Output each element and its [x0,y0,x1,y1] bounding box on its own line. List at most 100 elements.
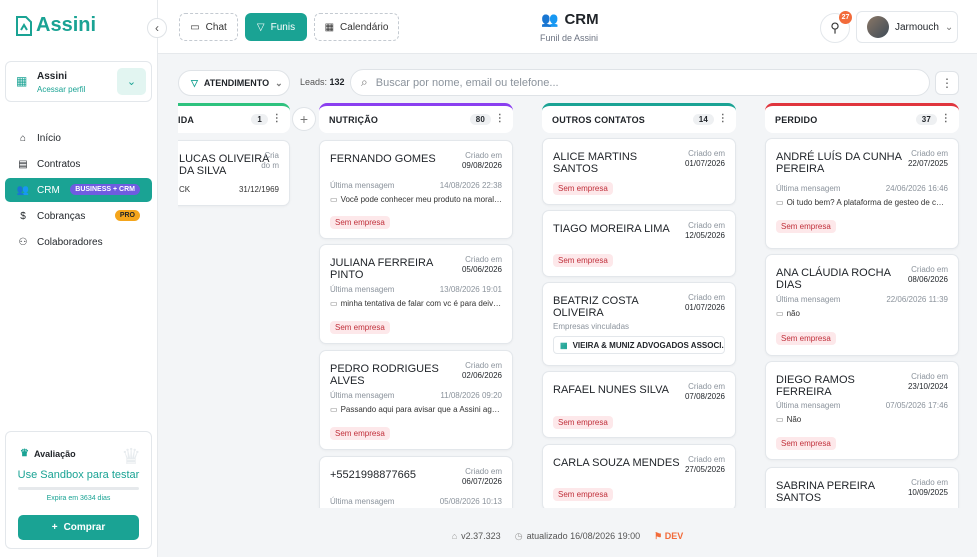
last-message-label: Última mensagem [330,181,395,190]
column-header[interactable]: OUTROS CONTATOS 14 ⋮ [542,103,736,133]
lead-card[interactable]: LUCAS OLIVEIRA DA SILVA Cria do m CK 31/… [178,140,290,206]
updated-info: ◷ atualizado 16/08/2026 19:00 [515,531,640,542]
lead-name: ANDRÉ LUÍS DA CUNHA PEREIRA [776,151,902,175]
lead-card[interactable]: JULIANA FERREIRA PINTO Criado em 05/06/20… [319,244,513,344]
tag-icon: ⌂ [451,531,458,541]
chat-icon: ▭ [776,309,784,318]
created-date: Criado em 05/06/2026 [462,255,502,275]
app-logo[interactable]: Assini [14,14,96,37]
filter-icon: ▽ [191,77,198,88]
profile-link[interactable]: Acessar perfil [37,85,86,94]
user-menu[interactable]: Jarmouch ⌄ [856,11,958,43]
company-tag: Sem empresa [553,488,613,501]
notifications-button[interactable]: ⚲ [820,13,850,43]
rocket-icon: ⚑ [654,531,665,541]
updated-text: atualizado 16/08/2026 19:00 [526,531,641,541]
message-text: não [786,309,800,318]
last-message-time: 24/06/2026 16:46 [885,184,948,193]
buy-button[interactable]: + Comprar [18,515,139,540]
building-icon: ▦ [16,74,28,88]
lead-name: FERNANDO GOMES [330,153,436,165]
column-header[interactable]: IDA 1 ⋮ [178,103,290,133]
created-value: 22/07/2025 [907,159,948,168]
last-message-time: 13/08/2026 19:01 [439,285,502,294]
add-column-button[interactable]: + [292,107,316,131]
sidebar-item-inicio[interactable]: ⌂ Início [5,126,152,150]
crown-icon: ♛ [20,448,29,459]
created-label: Criado em [688,293,725,302]
kebab-icon[interactable]: ⋮ [494,113,505,124]
lead-card[interactable]: TIAGO MOREIRA LIMA Criado em 12/05/2026 S… [542,210,736,277]
funnel-icon: ▽ [256,21,265,33]
column-header[interactable]: PERDIDO 37 ⋮ [765,103,959,133]
lead-card[interactable]: RAFAEL NUNES SILVA Criado em 07/08/2026 S… [542,371,736,438]
users-icon: 👥 [541,11,559,27]
created-label: Criado em [911,372,948,381]
building-icon: ▦ [560,340,568,350]
last-message-label: Última mensagem [776,295,841,304]
created-value: 01/07/2026 [684,159,725,168]
lead-card[interactable]: SABRINA PEREIRA SANTOS Criado em 10/09/20… [765,467,959,508]
created-date: Criado em 06/07/2026 [462,467,502,487]
last-message-label: Última mensagem [330,497,395,506]
created-date: Criado em 27/05/2026 [685,455,725,475]
lead-card[interactable]: DIEGO RAMOS FERREIRA Criado em 23/10/2024… [765,361,959,460]
sidebar-item-label: Cobranças [37,210,86,222]
funnels-button[interactable]: ▽ Funis [245,13,307,41]
message-text: Oi tudo bem? A plataforma de gesteo de c… [786,198,948,207]
company-tag: Sem empresa [776,437,836,450]
sandbox-link[interactable]: Use Sandbox para testar [17,469,140,481]
kebab-icon[interactable]: ⋮ [271,113,282,124]
lead-card[interactable]: ANDRÉ LUÍS DA CUNHA PEREIRA Criado em 22/… [765,138,959,249]
leads-counter: Leads: 132 [300,77,345,87]
created-value: 12/05/2026 [684,231,725,240]
created-label: Criado em [911,478,948,487]
chat-icon: ▭ [330,405,338,414]
lead-name: PEDRO RODRIGUES ALVES [330,363,439,387]
chat-button-label: Chat [205,21,227,33]
created-label: Criado em [911,265,948,274]
kebab-icon[interactable]: ⋮ [717,113,728,124]
company-tag: Sem empresa [330,216,390,229]
lead-card[interactable]: PEDRO RODRIGUES ALVES Criado em 02/06/202… [319,350,513,450]
chat-icon: ▭ [190,21,200,33]
linked-company[interactable]: ▦ VIEIRA & MUNIZ ADVOGADOS ASSOCI... [553,336,725,354]
chevron-down-icon[interactable]: ⌄ [117,68,146,95]
clock-icon: ◷ [514,531,523,541]
bulb-icon: ⚲ [830,20,840,35]
created-value: 02/06/2026 [461,371,502,380]
company-tag: Sem empresa [553,182,613,195]
kanban-column: PERDIDO 37 ⋮ ANDRÉ LUÍS DA CUNHA PEREIRA… [765,103,959,508]
last-message-preview: ▭ Você pode conhecer meu produto na moral… [330,195,502,204]
last-message-label: Última mensagem [330,391,395,400]
stage-filter-dropdown[interactable]: ▽ ATENDIMENTO ⌄ [178,70,290,96]
created-label: Criado em [465,151,502,160]
column-header[interactable]: NUTRIÇÃO 80 ⋮ [319,103,513,133]
created-value: 05/06/2026 [461,265,502,274]
sidebar-item-label: Início [37,132,61,144]
header: ▭ Chat ▽ Funis ▦ Calendário 👥 CRM Funil … [158,0,977,54]
more-options-button[interactable]: ⋮ [935,71,959,95]
calendar-button[interactable]: ▦ Calendário [314,13,399,41]
lead-card[interactable]: ALICE MARTINS SANTOS Criado em 01/07/2026… [542,138,736,205]
collapse-sidebar-button[interactable]: ‹ [147,18,167,38]
created-label: Cria do m [261,151,279,170]
lead-date: 31/12/1969 [238,185,279,194]
plan-badge: BUSINESS + CRM [70,184,140,195]
lead-card[interactable]: +5521998877665 Criado em 06/07/2026 Últim… [319,456,513,508]
sidebar-item-cobrancas[interactable]: $ Cobranças PRO [5,204,152,228]
trial-card: ♛ ♛ Avaliação Use Sandbox para testar Ex… [5,431,152,549]
kebab-icon[interactable]: ⋮ [940,113,951,124]
lead-card[interactable]: ANA CLÁUDIA ROCHA DIAS Criado em 08/06/20… [765,254,959,356]
org-card[interactable]: ▦ Assini Acessar perfil ⌄ [5,61,152,102]
calendar-button-label: Calendário [340,21,389,33]
lead-name: TIAGO MOREIRA LIMA [553,223,670,235]
sidebar-item-colaboradores[interactable]: ⚇ Colaboradores [5,230,152,254]
chat-button[interactable]: ▭ Chat [179,13,238,41]
lead-card[interactable]: CARLA SOUZA MENDES Criado em 27/05/2026 S… [542,444,736,508]
search-input[interactable] [375,76,876,89]
sidebar-item-contratos[interactable]: ▤ Contratos [5,152,152,176]
lead-card[interactable]: BEATRIZ COSTA OLIVEIRA Criado em 01/07/20… [542,282,736,366]
lead-card[interactable]: FERNANDO GOMES Criado em 09/08/2026 Últim… [319,140,513,239]
sidebar-item-crm[interactable]: 👥 CRM BUSINESS + CRM [5,178,152,202]
